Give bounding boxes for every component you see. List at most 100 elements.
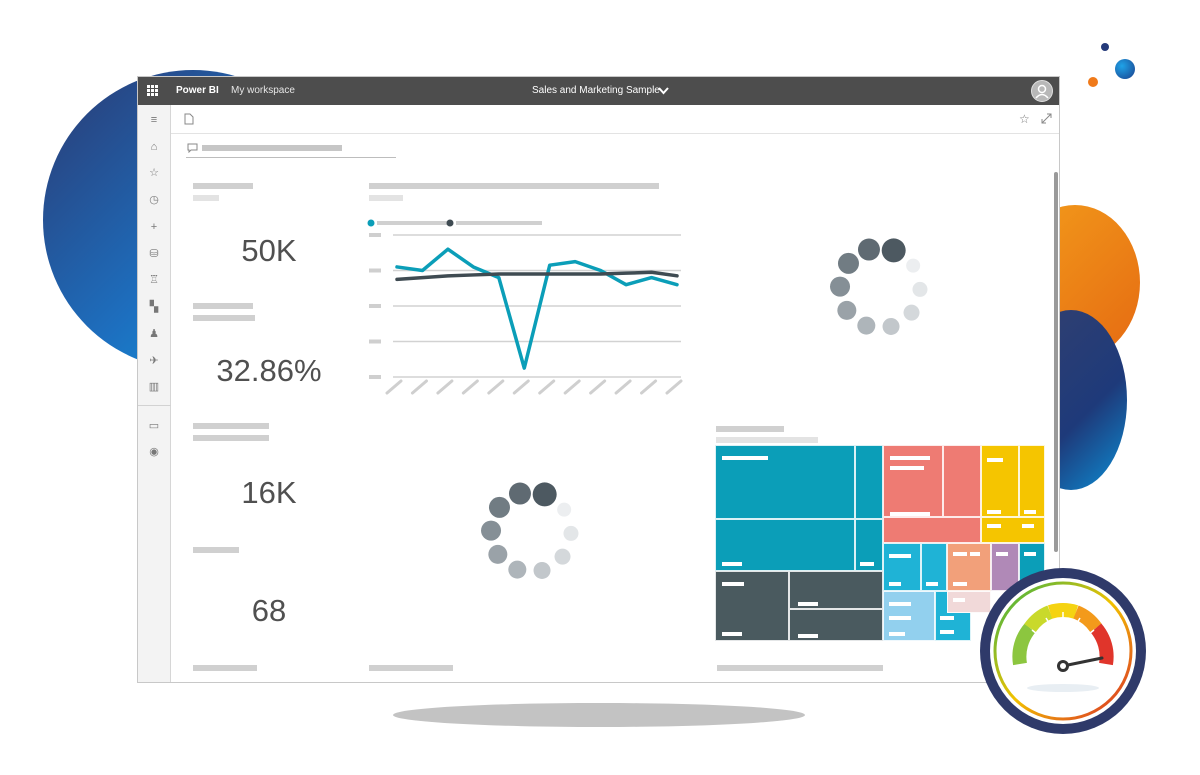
cell-label — [953, 582, 967, 586]
menu-icon[interactable]: ≡ — [150, 114, 158, 126]
card-title-placeholder — [193, 423, 269, 429]
title-underline — [186, 157, 396, 158]
treemap-cell[interactable] — [883, 512, 981, 543]
expand-icon[interactable] — [1041, 113, 1052, 124]
treemap-cell[interactable] — [943, 445, 981, 517]
spinner-dot — [488, 544, 508, 564]
x-tick-label-placeholder — [538, 379, 556, 395]
apps-icon[interactable]: ▚ — [149, 301, 159, 313]
app-launcher-icon[interactable] — [147, 85, 159, 97]
cell-label — [1022, 524, 1034, 528]
top-bar: Power BI My workspace Sales and Marketin… — [138, 77, 1059, 105]
cell-label — [722, 582, 744, 586]
cell-label — [970, 552, 980, 556]
treemap-cell[interactable] — [855, 445, 883, 519]
spinner-dot — [563, 525, 579, 541]
kpi-card[interactable]: 32.86% — [185, 293, 353, 406]
y-tick-label-placeholder — [369, 375, 381, 379]
kpi-value: 68 — [251, 593, 287, 628]
treemap-subtitle-placeholder — [716, 437, 818, 443]
treemap-cell[interactable] — [1019, 445, 1045, 517]
treemap-cell[interactable] — [981, 445, 1019, 517]
person-icon — [1035, 84, 1049, 99]
partial-tile[interactable] — [185, 653, 353, 682]
cell-label — [987, 458, 1003, 462]
deployment-icon[interactable]: ✈ — [149, 355, 159, 367]
create-icon[interactable]: + — [150, 221, 158, 233]
series-line — [395, 270, 679, 282]
spinner-dot — [906, 258, 921, 273]
treemap-cell[interactable] — [883, 543, 921, 591]
card-subtitle-placeholder — [193, 435, 269, 441]
kpi-value: 50K — [241, 233, 297, 268]
spinner-dot — [508, 560, 527, 579]
treemap-cell[interactable] — [789, 609, 883, 641]
y-tick-label-placeholder — [369, 233, 381, 237]
treemap-cell[interactable] — [715, 519, 855, 571]
x-tick-label-placeholder — [614, 379, 632, 395]
treemap-cell[interactable] — [715, 571, 789, 641]
datasets-icon[interactable]: ⛁ — [149, 248, 159, 260]
legend-label-placeholder — [456, 221, 542, 225]
shared-icon[interactable]: ♟ — [149, 328, 159, 340]
learn-icon[interactable]: ▥ — [148, 381, 160, 393]
workspace-breadcrumb[interactable]: My workspace — [231, 85, 295, 96]
my-workspace-icon[interactable]: ◉ — [149, 446, 159, 458]
spinner-dot — [557, 502, 572, 517]
x-tick-label-placeholder — [512, 379, 530, 395]
treemap-cell[interactable] — [947, 543, 991, 591]
line-chart-tile[interactable] — [361, 173, 702, 406]
recent-icon[interactable]: ◷ — [149, 194, 159, 206]
spinner-dot — [481, 520, 502, 541]
file-icon[interactable] — [184, 113, 194, 125]
gauge-face — [990, 578, 1136, 724]
kpi-card[interactable]: 16K — [185, 413, 353, 526]
card-title-placeholder — [717, 665, 883, 671]
kpi-card[interactable]: 68 — [185, 533, 353, 646]
kpi-card[interactable]: 50K — [185, 173, 353, 286]
treemap-cell[interactable] — [883, 445, 943, 517]
chevron-down-icon[interactable] — [658, 87, 669, 95]
cell-label — [889, 554, 911, 558]
treemap-cell[interactable] — [715, 445, 855, 519]
legend-label-placeholder — [377, 221, 447, 225]
y-tick-label-placeholder — [369, 304, 381, 308]
treemap-cell[interactable] — [947, 591, 991, 613]
brand-label[interactable]: Power BI — [176, 85, 219, 96]
loading-tile[interactable] — [709, 173, 1051, 406]
scrollbar[interactable] — [1054, 172, 1058, 552]
favorite-star-icon[interactable]: ☆ — [1019, 112, 1030, 126]
treemap-cell[interactable] — [855, 519, 883, 571]
spinner-dot — [912, 281, 928, 297]
partial-tile[interactable] — [361, 653, 702, 682]
dashboard-title-placeholder — [202, 145, 342, 151]
card-title-placeholder — [193, 547, 239, 553]
loading-tile[interactable] — [361, 413, 702, 646]
cell-label — [889, 632, 905, 636]
legend-marker — [367, 219, 375, 227]
left-nav: ≡ ⌂ ☆ ◷ + ⛁ ♖ ▚ ♟ ✈ ▥ ▭ ◉ — [138, 105, 171, 682]
treemap-cell[interactable] — [789, 571, 883, 609]
kpi-value: 32.86% — [216, 353, 322, 388]
spinner-dot — [857, 238, 880, 261]
cell-label — [889, 582, 901, 586]
home-icon[interactable]: ⌂ — [150, 141, 158, 153]
report-title[interactable]: Sales and Marketing Sample — [532, 85, 660, 96]
cell-label — [722, 456, 768, 460]
x-tick-label-placeholder — [461, 379, 479, 395]
cell-label — [860, 562, 874, 566]
workspaces-icon[interactable]: ▭ — [148, 420, 160, 432]
y-tick-label-placeholder — [369, 339, 381, 344]
comment-icon[interactable] — [187, 143, 198, 153]
app-window: Power BI My workspace Sales and Marketin… — [137, 76, 1060, 683]
goals-icon[interactable]: ♖ — [149, 274, 159, 286]
treemap-cell[interactable] — [883, 591, 935, 641]
cell-label — [926, 582, 938, 586]
treemap-cell[interactable] — [921, 543, 947, 591]
x-tick-label-placeholder — [640, 379, 658, 395]
account-avatar[interactable] — [1031, 80, 1053, 102]
cell-label — [798, 634, 818, 638]
x-tick-label-placeholder — [385, 379, 403, 395]
favorites-icon[interactable]: ☆ — [149, 167, 159, 179]
treemap-cell[interactable] — [981, 517, 1045, 543]
